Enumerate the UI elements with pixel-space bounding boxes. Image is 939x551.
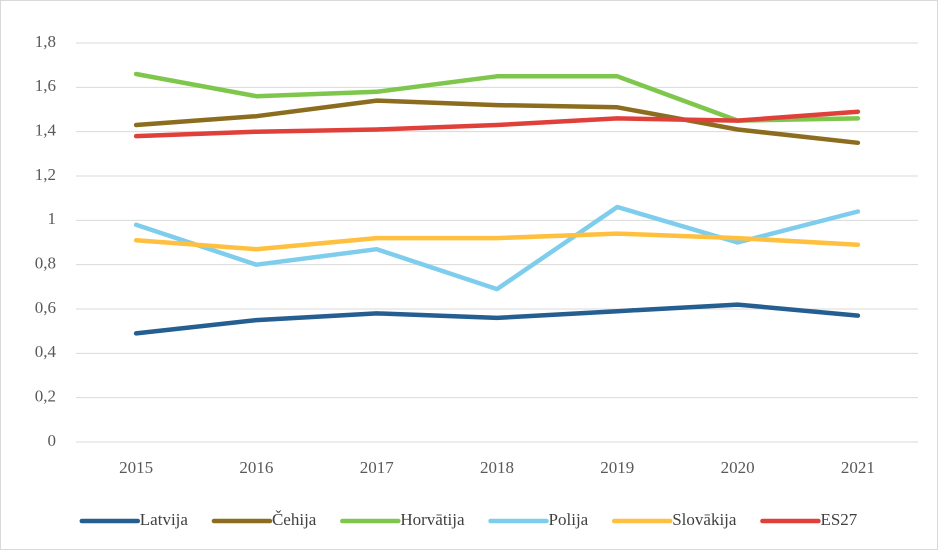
series-line bbox=[133, 109, 861, 139]
x-tick-label: 2018 bbox=[480, 458, 514, 477]
legend-label: ES27 bbox=[820, 510, 857, 529]
series-line bbox=[133, 204, 861, 292]
y-tick-label: 1 bbox=[48, 209, 57, 228]
y-tick-label: 1,8 bbox=[35, 32, 56, 51]
y-tick-label: 1,2 bbox=[35, 165, 56, 184]
x-tick-label: 2019 bbox=[600, 458, 634, 477]
y-tick-label: 1,4 bbox=[35, 121, 57, 140]
x-tick-label: 2017 bbox=[360, 458, 395, 477]
y-tick-label: 0,4 bbox=[35, 342, 57, 361]
series-line bbox=[133, 302, 861, 336]
y-tick-label: 0,6 bbox=[35, 298, 56, 317]
y-tick-label: 0,2 bbox=[35, 387, 56, 406]
legend-label: Latvija bbox=[140, 510, 189, 529]
y-tick-label: 0 bbox=[48, 431, 57, 450]
x-tick-label: 2016 bbox=[239, 458, 273, 477]
legend-label: Slovākija bbox=[672, 510, 737, 529]
x-tick-label: 2020 bbox=[721, 458, 755, 477]
series-line bbox=[133, 98, 861, 146]
legend-label: Horvātija bbox=[400, 510, 465, 529]
series-line bbox=[133, 231, 861, 252]
legend-label: Polija bbox=[549, 510, 589, 529]
legend: Latvija Čehija Horvātija Polija Slovākija ES2… bbox=[79, 510, 858, 529]
x-tick-label: 2015 bbox=[119, 458, 153, 477]
legend-label: Čehija bbox=[272, 510, 317, 529]
x-tick-label: 2021 bbox=[841, 458, 875, 477]
y-tick-label: 1,6 bbox=[35, 76, 56, 95]
y-tick-label: 0,8 bbox=[35, 254, 56, 273]
